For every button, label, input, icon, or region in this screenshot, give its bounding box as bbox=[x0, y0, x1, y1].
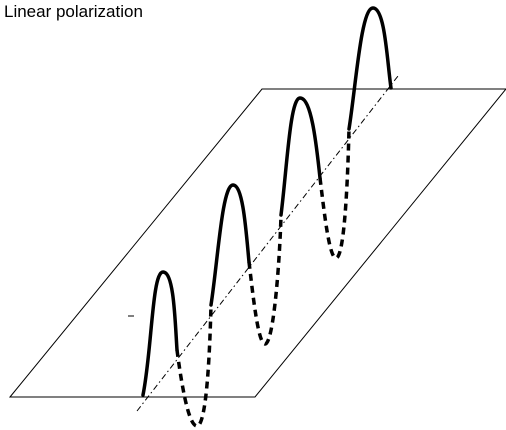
propagation-axis bbox=[136, 75, 399, 412]
diagram-title: Linear polarization bbox=[4, 2, 143, 21]
wave-crest bbox=[209, 183, 251, 307]
polarization-plane bbox=[8, 88, 506, 398]
wave-trough bbox=[318, 128, 351, 260]
wave-crest bbox=[279, 96, 322, 217]
wave-trough bbox=[247, 214, 283, 346]
wave-crest bbox=[141, 270, 179, 397]
wave-crest bbox=[347, 6, 393, 131]
